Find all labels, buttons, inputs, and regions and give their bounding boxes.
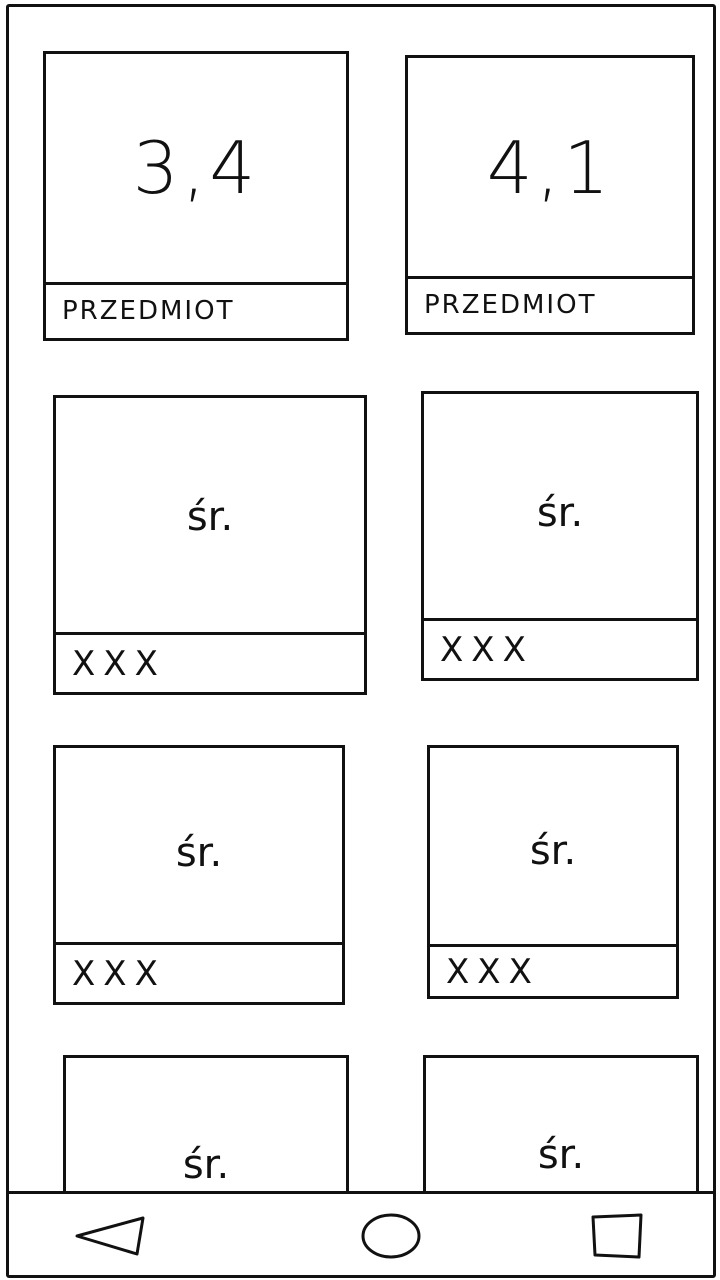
card-label: XXX <box>424 618 696 678</box>
recents-square-icon <box>591 1213 643 1259</box>
back-triangle-icon <box>75 1216 145 1256</box>
card-label: XXX <box>56 632 364 692</box>
phone-screen: 3,4 PRZEDMIOT 4,1 PRZEDMIOT śr. XXX śr. … <box>6 4 716 1278</box>
average-card[interactable]: śr. XXX <box>421 391 699 681</box>
average-value: śr. <box>529 828 577 874</box>
average-card[interactable]: śr. <box>63 1055 349 1195</box>
subject-label: PRZEDMIOT <box>46 282 346 338</box>
navigation-bar <box>9 1191 713 1275</box>
card-label: XXX <box>430 944 676 996</box>
average-value: śr. <box>536 490 584 536</box>
home-circle-icon <box>361 1213 421 1259</box>
subject-grid: 3,4 PRZEDMIOT 4,1 PRZEDMIOT śr. XXX śr. … <box>9 7 713 1195</box>
average-value: śr. <box>186 494 234 540</box>
average-value: śr. <box>175 830 223 876</box>
home-button[interactable] <box>341 1194 441 1275</box>
card-label: XXX <box>56 942 342 1002</box>
subject-card[interactable]: 3,4 PRZEDMIOT <box>43 51 349 341</box>
recents-button[interactable] <box>567 1194 667 1275</box>
average-card[interactable]: śr. <box>423 1055 699 1195</box>
subject-card[interactable]: 4,1 PRZEDMIOT <box>405 55 695 335</box>
back-button[interactable] <box>61 1194 161 1275</box>
grade-value: 4,1 <box>486 126 614 210</box>
average-card[interactable]: śr. XXX <box>53 745 345 1005</box>
average-card[interactable]: śr. XXX <box>53 395 367 695</box>
grade-value: 3,4 <box>132 126 260 210</box>
average-value: śr. <box>537 1132 585 1178</box>
average-value: śr. <box>182 1142 230 1188</box>
subject-label: PRZEDMIOT <box>408 276 692 332</box>
average-card[interactable]: śr. XXX <box>427 745 679 999</box>
